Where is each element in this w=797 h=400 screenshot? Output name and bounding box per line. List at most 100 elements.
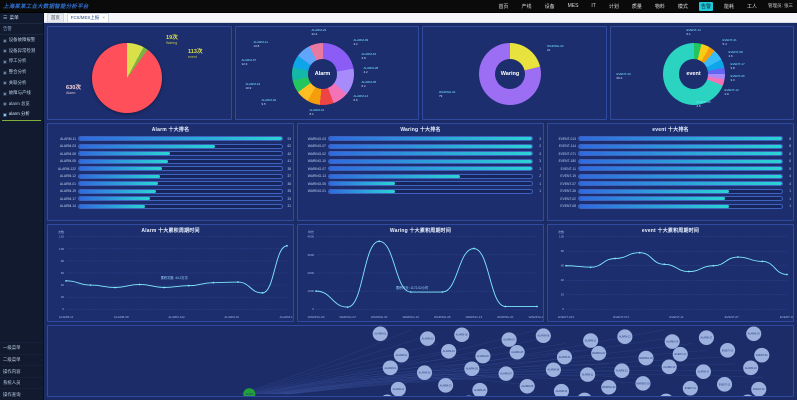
svg-text:EVENT-11: EVENT-11	[685, 387, 697, 390]
svg-text:次数: 次数	[558, 229, 564, 234]
svg-text:EVENT-26: EVENT-26	[756, 354, 768, 357]
rank-row[interactable]: EVENT-071 8	[550, 150, 791, 158]
rank-row[interactable]: EVENT-013 8	[550, 135, 791, 143]
rank-row-track	[577, 143, 783, 149]
rank-row-value: 62	[287, 144, 291, 149]
sidebar-bottom-item-4[interactable]: 操作查询	[0, 388, 43, 400]
rank-row[interactable]: ALARM-08 42	[50, 150, 291, 158]
rank-row[interactable]: ALARM-12 37	[50, 173, 291, 181]
svg-text:4000: 4000	[307, 235, 314, 239]
svg-text:WARING-02: WARING-02	[371, 315, 388, 319]
rank-row[interactable]: ALARM-17 33	[50, 195, 291, 203]
tab-fcs-mes[interactable]: FCS/MES上报 ×	[66, 12, 109, 23]
rank-row[interactable]: ALARM-19 35	[50, 188, 291, 196]
rank-row[interactable]: WARING-10 3	[300, 158, 541, 166]
rank-row[interactable]: WARING-13 2	[300, 173, 541, 181]
rank-row[interactable]: WARING-01 1	[300, 188, 541, 196]
rank-row-fill	[578, 159, 782, 163]
svg-text:ALARM-17: ALARM-17	[698, 371, 710, 374]
top-nav-item-3[interactable]: MES	[567, 3, 579, 9]
rank-row[interactable]: EVENT-11 5	[550, 165, 791, 173]
rank-row-value: 4	[789, 174, 791, 179]
rank-row-label: EVENT-07	[560, 181, 576, 186]
sidebar-item-1[interactable]: ▣ 设备异常检测	[0, 46, 43, 57]
rank-row[interactable]: WARING-05 1	[300, 180, 541, 188]
rank-row-track	[77, 136, 283, 142]
rank-row[interactable]: WARING-07 2	[300, 143, 541, 151]
network-graph[interactable]: ALARM-01 ALARM-03 ALARM-05 ALARM-07 ALARM-08…	[48, 326, 793, 396]
rank-row[interactable]: ALARM-11 93	[50, 135, 291, 143]
svg-text:80: 80	[61, 259, 65, 263]
rank-row[interactable]: EVENT-02 1	[550, 195, 791, 203]
top-nav-item-4[interactable]: IT	[591, 3, 596, 9]
svg-text:ALARM-28: ALARM-28	[521, 385, 533, 388]
card-line-waring: Waring 十大累积周期时间 0 1000 2000 3000 4000 WARING-…	[297, 224, 544, 322]
sidebar-item-0[interactable]: ▣ 设备故障报警	[0, 35, 43, 46]
sidebar-item-2[interactable]: ▣ 停工分析	[0, 56, 43, 67]
card-rank-event: event 十大排名 EVENT-013 8 EVENT-114 8 EVENT-071…	[547, 123, 794, 221]
tab-home[interactable]: 首页	[47, 12, 64, 23]
top-nav-item-1[interactable]: 产线	[521, 3, 532, 10]
rank-row[interactable]: EVENT-07 4	[550, 180, 791, 188]
card-rank-alarm: Alarm 十大排名 ALARM-11 93 ALARM-03 62 ALARM-08 4…	[47, 123, 294, 221]
top-nav-item-7[interactable]: 物料	[654, 3, 665, 10]
sidebar-item-3[interactable]: ▣ 整合分析	[0, 67, 43, 78]
top-nav-item-6[interactable]: 质量	[631, 3, 642, 10]
top-nav-item-0[interactable]: 首页	[498, 3, 509, 10]
rank-row-fill	[78, 152, 170, 156]
close-icon[interactable]: ×	[102, 14, 105, 20]
sidebar-header[interactable]: ☰ 菜单	[0, 13, 43, 24]
rank-row-value: 33	[287, 196, 291, 201]
rank-row[interactable]: ALARM-01 36	[50, 180, 291, 188]
rank-row-fill	[328, 189, 396, 193]
svg-text:100: 100	[559, 235, 564, 239]
rank-row[interactable]: EVENT-26 1	[550, 188, 791, 196]
rank-row-fill	[78, 167, 162, 171]
top-nav-item-5[interactable]: 计划	[608, 3, 619, 10]
rank-row[interactable]: ALARM-03 62	[50, 143, 291, 151]
top-nav-item-9[interactable]: 告警	[698, 1, 713, 11]
card-line-event-title: event 十大累积周期时间	[641, 228, 700, 234]
rank-row[interactable]: WARING-02 3	[300, 150, 541, 158]
rank-row[interactable]: WARING-07 1	[300, 165, 541, 173]
rank-row[interactable]: EVENT-180 6	[550, 158, 791, 166]
sidebar-bottom-item-0[interactable]: 一级菜单	[0, 342, 43, 354]
top-nav-item-11[interactable]: 工人	[746, 3, 757, 10]
rank-row[interactable]: EVENT-08 1	[550, 203, 791, 211]
donut-event-center-label: event	[678, 59, 709, 89]
sidebar-item-6[interactable]: ▣ alarm 总览	[0, 99, 43, 110]
rank-row-value: 1	[789, 196, 791, 201]
donut-alarm-leader-2: ALARM-07 12.3	[241, 58, 257, 66]
rank-row-track	[77, 196, 283, 202]
top-nav-item-10[interactable]: 能耗	[723, 3, 734, 10]
donut-alarm-ring: Alarm	[291, 43, 354, 105]
rank-row[interactable]: ALARM-05 41	[50, 158, 291, 166]
current-user-label[interactable]: 管理员: 张三	[767, 3, 793, 8]
rank-row[interactable]: EVENT-114 8	[550, 143, 791, 151]
svg-text:WARING-03: WARING-03	[636, 382, 650, 385]
sidebar-item-5[interactable]: ▣ 故障与产线	[0, 88, 43, 99]
sidebar-bottom-item-3[interactable]: 系统人员	[0, 376, 43, 389]
rank-row[interactable]: EVENT-19 4	[550, 173, 791, 181]
donut-event-leader-1: EVENT-14 6.1	[686, 28, 701, 36]
rank-row[interactable]: ALARM-14 31	[50, 203, 291, 211]
rank-row-label: ALARM-122	[58, 166, 76, 171]
sidebar-item-label-7: alarm 分析	[8, 111, 30, 117]
donut-waring: Waring WARING-02 21 WARING-01 79	[423, 27, 606, 119]
svg-text:EVENT-26: EVENT-26	[753, 388, 765, 391]
rank-row-track	[327, 143, 533, 149]
top-nav-item-8[interactable]: 模式	[677, 3, 688, 10]
rank-row[interactable]: WARING-03 3	[300, 135, 541, 143]
sidebar-bottom-item-1[interactable]: 二级菜单	[0, 353, 43, 366]
rank-row-value: 1	[789, 204, 791, 209]
sidebar-item-7[interactable]: ▣ alarm 分析	[0, 109, 43, 120]
sidebar-bottom-item-2[interactable]: 操作内容	[0, 365, 43, 377]
donut-event-leader-2: EVENT-21 5.4	[722, 38, 737, 46]
sidebar-item-4[interactable]: ▣ 关联分析	[0, 77, 43, 88]
svg-text:ALARM-12: ALARM-12	[616, 370, 628, 373]
rank-row-track	[577, 173, 783, 179]
card-line-waring-title: Waring 十大累积周期时间	[389, 228, 452, 234]
rank-row[interactable]: ALARM-122 38	[50, 165, 291, 173]
donut-alarm-leader-1: ALARM-11 13.8	[253, 40, 268, 48]
top-nav-item-2[interactable]: 设备	[544, 3, 555, 10]
